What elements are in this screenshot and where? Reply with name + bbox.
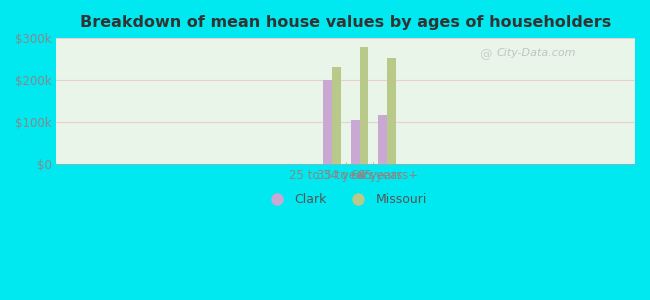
Title: Breakdown of mean house values by ages of householders: Breakdown of mean house values by ages o… — [80, 15, 612, 30]
Bar — [378, 115, 387, 164]
Bar — [332, 67, 341, 164]
Legend: Clark, Missouri: Clark, Missouri — [259, 188, 432, 211]
Text: City-Data.com: City-Data.com — [496, 48, 576, 58]
Bar — [323, 80, 332, 164]
Text: @: @ — [479, 48, 491, 61]
Bar — [351, 120, 359, 164]
Bar — [387, 58, 396, 164]
Bar — [359, 47, 369, 164]
